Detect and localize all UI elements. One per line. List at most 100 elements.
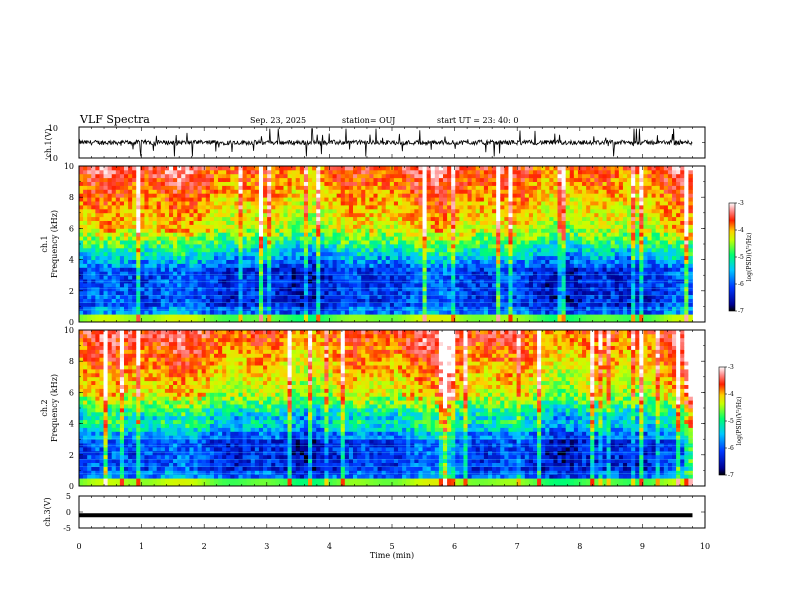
spectrogram-cell — [463, 181, 468, 186]
spectrogram-cell — [528, 173, 534, 179]
spectrogram-cell — [406, 185, 411, 190]
spectrogram-cell — [377, 306, 383, 311]
spectrogram-cell — [402, 306, 407, 311]
spectrogram-cell — [389, 314, 395, 319]
spectrogram-cell — [508, 251, 513, 257]
spectrogram-cell — [418, 310, 423, 315]
spectrogram-cell — [373, 205, 378, 210]
spectrogram-cell — [516, 267, 522, 272]
spectrogram-cell — [565, 201, 571, 206]
spectrogram-cell — [402, 236, 407, 241]
spectrogram-cell — [258, 298, 264, 303]
spectrogram-cell — [381, 244, 387, 249]
spectrogram-cell — [218, 294, 223, 299]
spectrogram-cell — [434, 259, 440, 264]
spectrogram-cell — [500, 318, 505, 322]
spectrogram-cell — [258, 302, 264, 307]
spectrogram-cell — [267, 228, 272, 233]
spectrogram-cell — [132, 169, 137, 175]
spectrogram-cell — [144, 275, 149, 280]
spectrogram-cell — [267, 193, 272, 198]
spectrogram-cell — [365, 310, 370, 315]
spectrogram-cell — [303, 271, 309, 276]
spectrogram-cell — [348, 286, 354, 292]
spectrogram-cell — [389, 286, 395, 292]
spectrogram-cell — [263, 251, 268, 257]
spectrogram-cell — [303, 283, 309, 288]
spectrogram-cell — [177, 302, 182, 307]
spectrogram-cell — [512, 216, 518, 221]
spectrogram-cell — [185, 259, 190, 264]
spectrogram-cell — [250, 306, 256, 311]
spectrogram-cell — [324, 283, 329, 288]
spectrogram-cell — [156, 232, 162, 237]
spectrogram-cell — [348, 169, 354, 175]
spectrogram-cell — [418, 283, 423, 288]
spectrogram-cell — [353, 205, 358, 210]
spectrogram-cell — [328, 197, 333, 202]
spectrogram-cell — [426, 283, 432, 288]
spectrogram-cell — [230, 177, 235, 182]
spectrogram-cell — [152, 201, 158, 206]
spectrogram-cell — [455, 290, 460, 296]
spectrogram-cell — [160, 263, 166, 268]
spectrogram-cell — [373, 263, 378, 268]
spectrogram-cell — [189, 177, 194, 182]
spectrogram-cell — [447, 169, 452, 175]
spectrogram-cell — [467, 173, 473, 179]
spectrogram-cell — [434, 224, 440, 229]
spectrogram-cell — [234, 169, 239, 175]
spectrogram-cell — [316, 240, 321, 245]
spectrogram-cell — [402, 247, 407, 253]
spectrogram-cell — [483, 290, 489, 296]
spectrogram-cell — [128, 271, 133, 276]
spectrogram-cell — [230, 232, 235, 237]
spectrogram-cell — [406, 236, 411, 241]
spectrogram-cell — [156, 263, 162, 268]
spectrogram-cell — [373, 267, 378, 272]
spectrogram-cell — [246, 181, 252, 186]
spectrogram-cell — [263, 263, 268, 268]
spectrogram-cell — [123, 216, 129, 221]
spectrogram-cell — [483, 244, 489, 249]
spectrogram-cell — [254, 216, 260, 221]
spectrogram-cell — [537, 224, 542, 229]
spectrogram-cell — [164, 228, 170, 233]
spectrogram-cell — [496, 302, 501, 307]
spectrogram-cell — [238, 286, 243, 292]
spectrogram-cell — [459, 275, 464, 280]
spectrogram-cell — [528, 228, 534, 233]
spectrogram-cell — [455, 251, 460, 257]
spectrogram-cell — [95, 173, 100, 179]
spectrogram-cell — [398, 255, 403, 260]
spectrogram-cell — [471, 306, 477, 311]
spectrogram-cell — [275, 189, 280, 194]
spectrogram-cell — [303, 166, 309, 171]
spectrogram-cell — [377, 244, 383, 249]
spectrogram-cell — [79, 185, 84, 190]
spectrogram-cell — [299, 173, 305, 179]
spectrogram-cell — [332, 283, 338, 288]
spectrogram-cell — [438, 286, 444, 292]
spectrogram-cell — [324, 255, 329, 260]
spectrogram-cell — [459, 212, 464, 218]
spectrogram-cell — [222, 205, 227, 210]
spectrogram-cell — [561, 318, 567, 322]
spectrogram-cell — [459, 294, 464, 299]
spectrogram-cell — [496, 251, 501, 257]
spectrogram-cell — [348, 173, 354, 179]
spectrogram-cell — [500, 216, 505, 221]
spectrogram-cell — [291, 294, 297, 299]
spectrogram-cell — [230, 216, 235, 221]
spectrogram-cell — [238, 310, 243, 315]
spectrogram-cell — [479, 314, 485, 319]
spectrogram-cell — [569, 247, 575, 253]
spectrogram-cell — [361, 275, 366, 280]
spectrogram-cell — [377, 205, 383, 210]
spectrogram-cell — [324, 306, 329, 311]
spectrogram-cell — [148, 290, 154, 296]
spectrogram-cell — [504, 275, 509, 280]
spectrogram-cell — [389, 271, 395, 276]
spectrogram-cell — [83, 177, 88, 182]
spectrogram-cell — [107, 271, 113, 276]
